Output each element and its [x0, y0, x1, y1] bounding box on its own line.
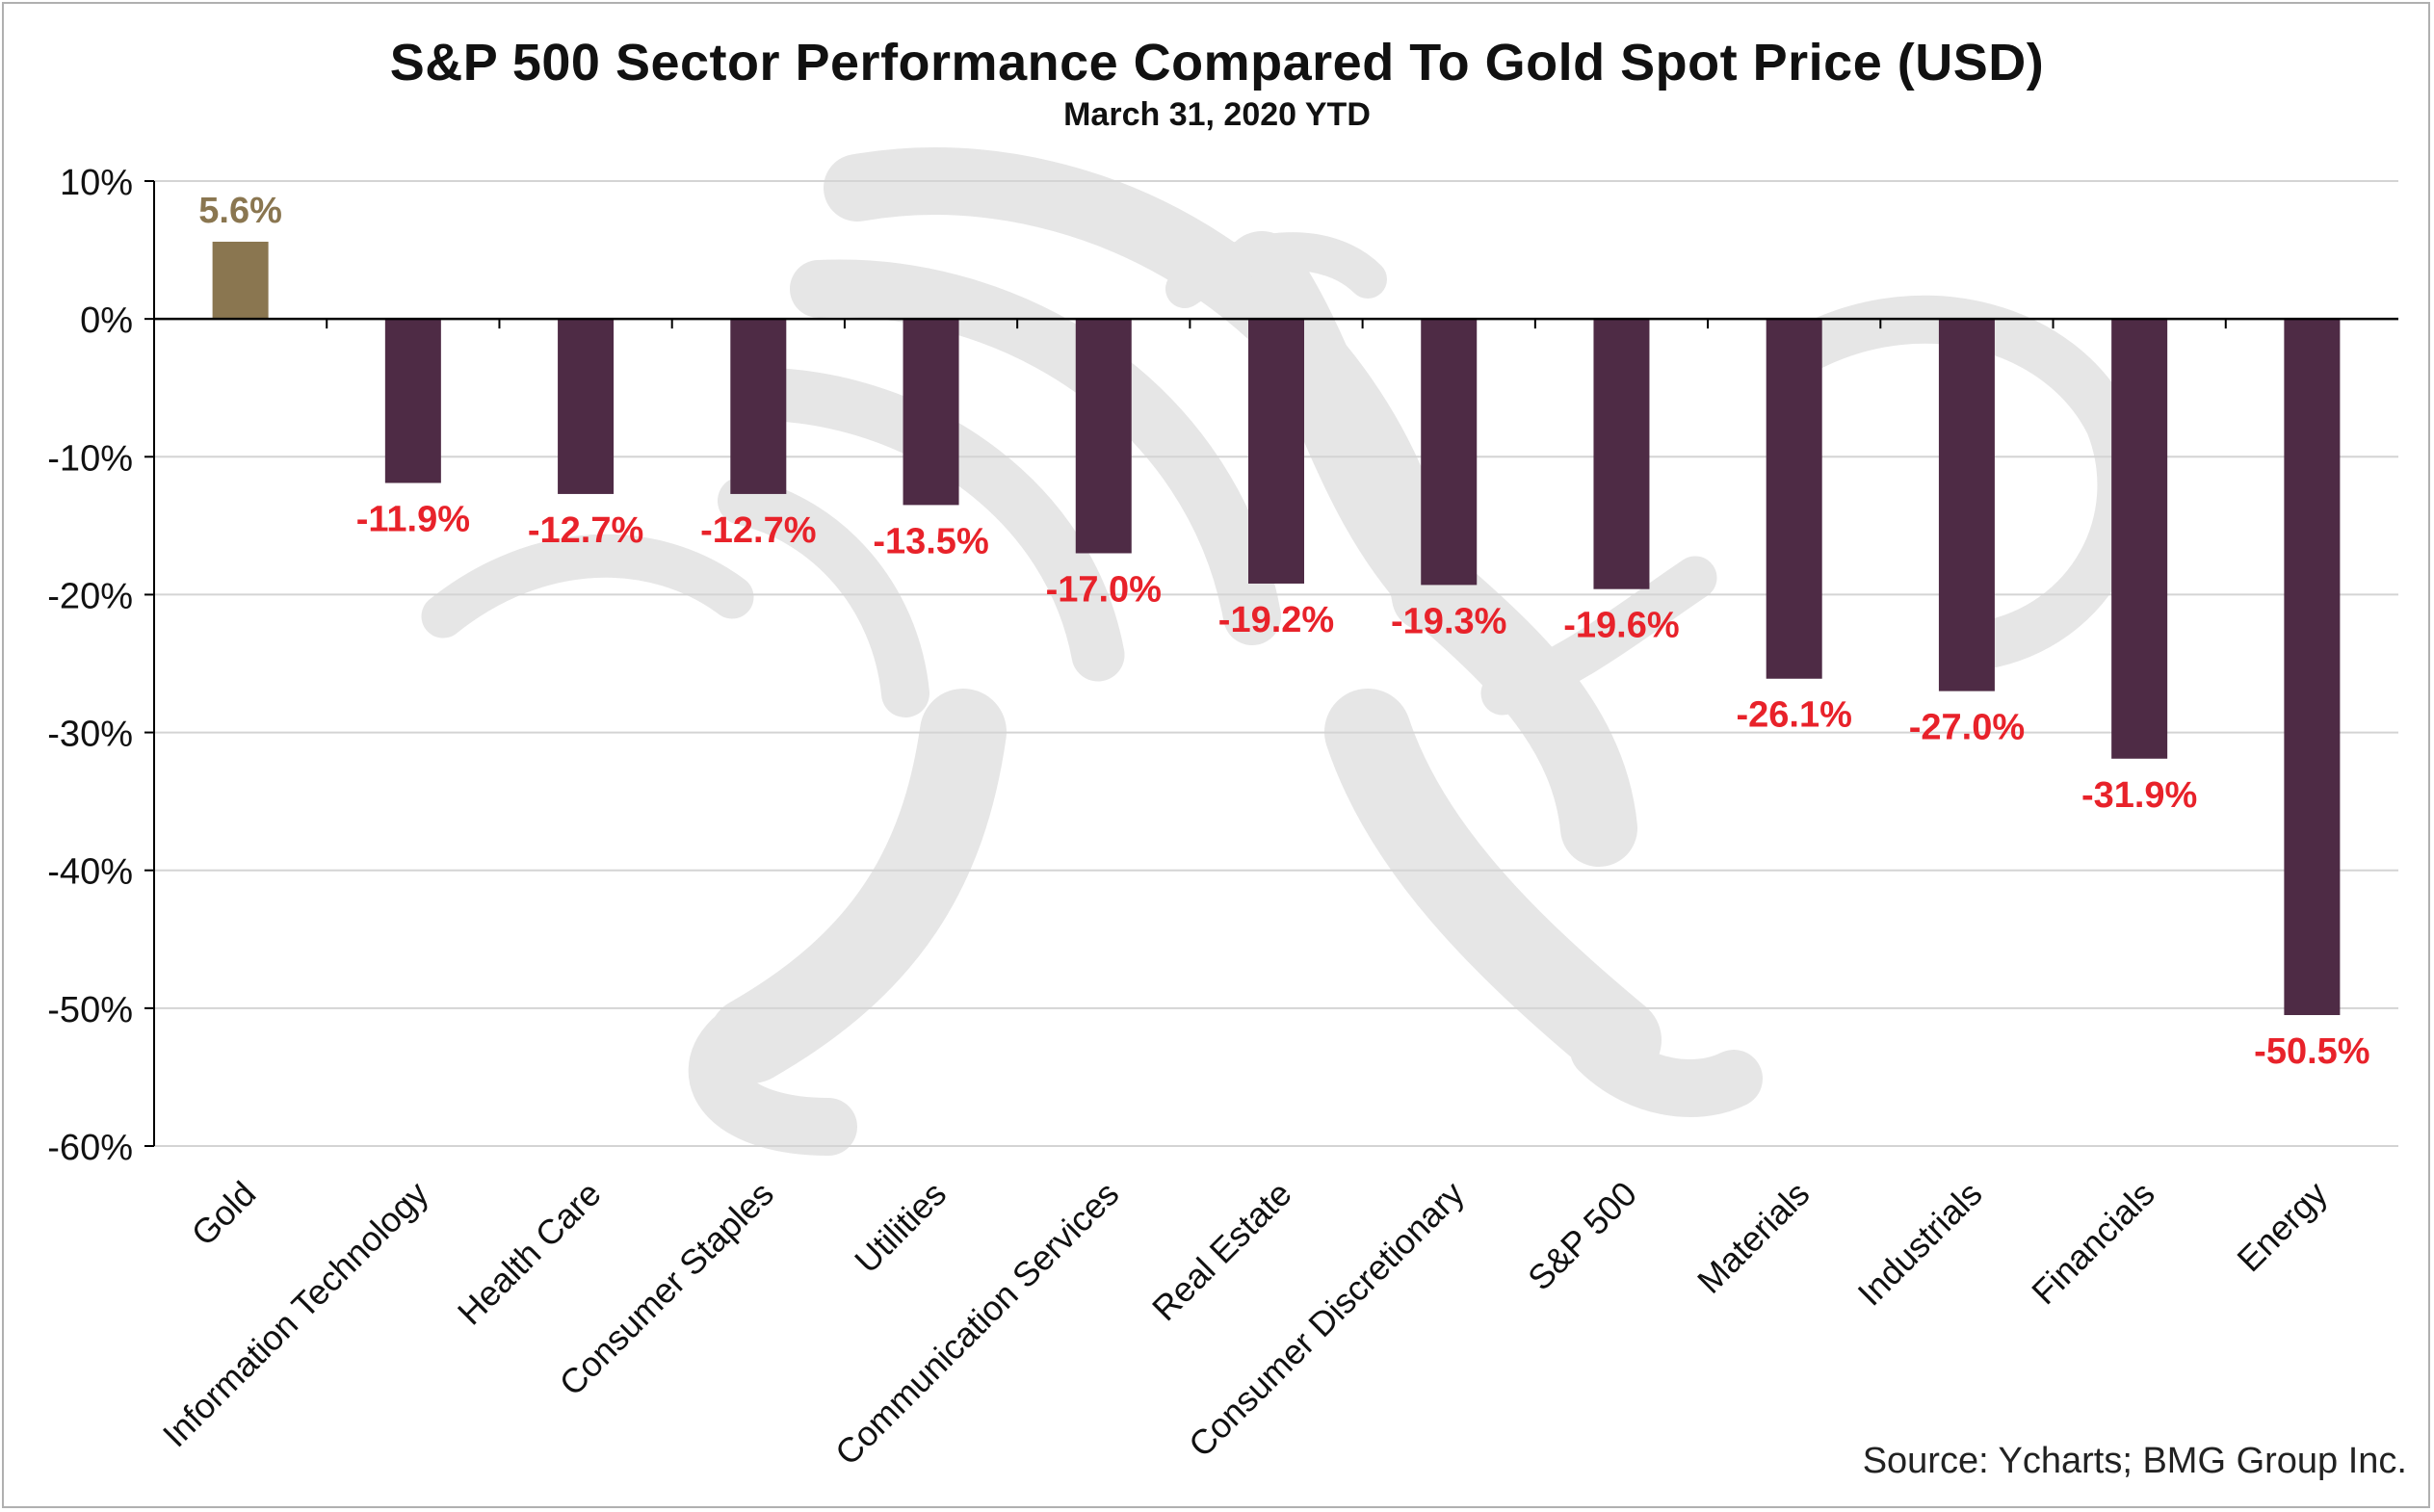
bar-health-care	[558, 319, 615, 494]
y-tick-labels: 10% 0% -10% -20% -30% -40% -50% -60%	[47, 163, 133, 1168]
x-tick-label: Materials	[1689, 1174, 1817, 1301]
bar-information-technology	[384, 319, 441, 483]
data-label: -19.6%	[1563, 606, 1679, 646]
y-tick-label: -50%	[47, 990, 133, 1030]
bar-industrials	[1938, 319, 1995, 691]
y-tick-label: -20%	[47, 576, 133, 616]
data-label: -50.5%	[2254, 1031, 2369, 1072]
x-tick-label: S&P 500	[1520, 1174, 1644, 1298]
x-tick-label: Industrials	[1850, 1174, 1990, 1314]
data-labels: 5.6% -11.9% -12.7% -12.7% -13.5% -17.0% -19.2%…	[198, 191, 2369, 1072]
bar-energy	[2284, 319, 2341, 1016]
data-label: -31.9%	[2081, 775, 2197, 816]
data-label: -17.0%	[1046, 569, 1162, 610]
data-label: 5.6%	[198, 191, 282, 231]
x-tick-label: Consumer Discretionary	[1181, 1174, 1472, 1465]
bars	[212, 241, 2341, 1016]
x-tick-label: Gold	[184, 1174, 264, 1254]
x-tick-label: Health Care	[450, 1174, 609, 1333]
bar-gold	[212, 241, 269, 320]
data-label: -19.3%	[1391, 601, 1506, 641]
bar-s-p-500	[1593, 319, 1650, 589]
y-tick-label: -60%	[47, 1128, 133, 1168]
data-label: -19.2%	[1218, 600, 1334, 640]
bar-consumer-staples	[730, 319, 787, 494]
axes	[144, 180, 2398, 1147]
chart-subtitle: March 31, 2020 YTD	[1063, 96, 1371, 133]
data-label: -11.9%	[356, 499, 470, 539]
data-label: -12.7%	[700, 510, 816, 551]
bar-utilities	[903, 319, 959, 506]
y-tick-label: 10%	[60, 163, 133, 203]
x-tick-label: Real Estate	[1144, 1174, 1299, 1329]
x-tick-label: Energy	[2229, 1174, 2335, 1280]
bar-materials	[1766, 319, 1822, 679]
bar-financials	[2111, 319, 2168, 759]
data-label: -27.0%	[1909, 708, 2025, 748]
x-tick-label: Communication Services	[827, 1174, 1127, 1473]
x-tick-label: Utilities	[847, 1174, 954, 1281]
data-label: -12.7%	[528, 510, 643, 551]
y-tick-label: -30%	[47, 715, 133, 755]
bar-communication-services	[1075, 319, 1132, 554]
y-tick-label: 0%	[80, 300, 133, 341]
y-tick-label: -10%	[47, 438, 133, 479]
data-label: -26.1%	[1736, 695, 1851, 736]
source-note: Source: Ycharts; BMG Group Inc.	[1862, 1441, 2407, 1481]
x-tick-label: Financials	[2024, 1174, 2162, 1313]
data-label: -13.5%	[873, 521, 988, 561]
chart-title: S&P 500 Sector Performance Compared To G…	[389, 34, 2045, 91]
y-tick-label: -40%	[47, 852, 133, 893]
bar-consumer-discretionary	[1421, 319, 1478, 586]
bar-real-estate	[1248, 319, 1304, 584]
